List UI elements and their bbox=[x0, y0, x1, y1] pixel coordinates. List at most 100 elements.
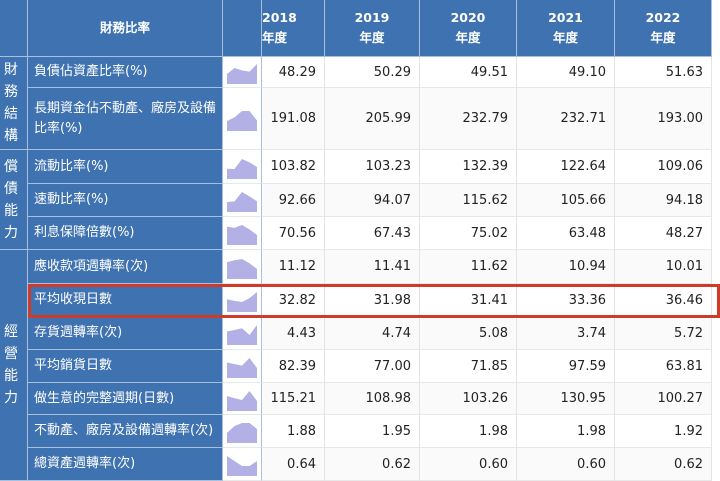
row-label[interactable]: 負債佔資產比率(%) bbox=[28, 57, 223, 88]
year-suffix: 年度 bbox=[455, 30, 481, 45]
value-cell: 115.21 bbox=[262, 383, 325, 415]
header-sparkline-cell bbox=[223, 0, 262, 57]
value-cell: 232.71 bbox=[517, 88, 615, 150]
value-cell: 48.29 bbox=[262, 57, 325, 88]
value-cell: 4.43 bbox=[262, 317, 325, 350]
value-cell: 4.74 bbox=[325, 317, 420, 350]
header-title: 財務比率 bbox=[28, 0, 223, 57]
value-cell: 100.27 bbox=[615, 383, 712, 415]
value-cell: 0.64 bbox=[262, 448, 325, 481]
row-label[interactable]: 流動比率(%) bbox=[28, 150, 223, 184]
value-cell: 205.99 bbox=[325, 88, 420, 150]
sparkline-chart bbox=[223, 317, 262, 350]
row-label[interactable]: 長期資金佔不動產、廠房及設備比率(%) bbox=[28, 88, 223, 150]
sparkline-chart bbox=[223, 383, 262, 415]
row-label[interactable]: 應收款項週轉率(次) bbox=[28, 250, 223, 284]
value-cell: 82.39 bbox=[262, 350, 325, 383]
value-cell: 75.02 bbox=[420, 217, 517, 250]
row-label[interactable]: 平均銷貨日數 bbox=[28, 350, 223, 383]
value-cell: 5.08 bbox=[420, 317, 517, 350]
sparkline-icon bbox=[227, 358, 257, 378]
value-cell: 1.95 bbox=[325, 415, 420, 448]
value-cell: 232.79 bbox=[420, 88, 517, 150]
year-label: 2018 bbox=[262, 10, 297, 25]
sparkline-chart bbox=[223, 217, 262, 250]
group-label: 經營能力 bbox=[0, 250, 28, 481]
sparkline-chart bbox=[223, 350, 262, 383]
value-cell: 115.62 bbox=[420, 184, 517, 217]
value-cell: 103.82 bbox=[262, 150, 325, 184]
value-cell: 70.56 bbox=[262, 217, 325, 250]
value-cell: 63.48 bbox=[517, 217, 615, 250]
value-cell: 122.64 bbox=[517, 150, 615, 184]
sparkline-icon bbox=[227, 158, 257, 179]
row-label[interactable]: 做生意的完整週期(日數) bbox=[28, 383, 223, 415]
sparkline-icon bbox=[227, 292, 257, 312]
sparkline-chart bbox=[223, 250, 262, 284]
sparkline-chart bbox=[223, 415, 262, 448]
year-suffix: 年度 bbox=[262, 30, 288, 45]
value-cell: 67.43 bbox=[325, 217, 420, 250]
value-cell: 105.66 bbox=[517, 184, 615, 217]
value-cell: 103.23 bbox=[325, 150, 420, 184]
value-cell: 71.85 bbox=[420, 350, 517, 383]
value-cell: 0.60 bbox=[517, 448, 615, 481]
year-label: 2020 bbox=[450, 10, 486, 25]
value-cell: 33.36 bbox=[517, 284, 615, 317]
row-label[interactable]: 不動產、廠房及設備週轉率(次) bbox=[28, 415, 223, 448]
value-cell: 10.94 bbox=[517, 250, 615, 284]
value-cell: 0.62 bbox=[325, 448, 420, 481]
value-cell: 11.62 bbox=[420, 250, 517, 284]
header-year-2021: 2021 年度 bbox=[517, 0, 615, 57]
row-label[interactable]: 總資產週轉率(次) bbox=[28, 448, 223, 481]
value-cell: 1.88 bbox=[262, 415, 325, 448]
value-cell: 130.95 bbox=[517, 383, 615, 415]
header-year-2020: 2020 年度 bbox=[420, 0, 517, 57]
year-suffix: 年度 bbox=[552, 30, 578, 45]
value-cell: 11.12 bbox=[262, 250, 325, 284]
value-cell: 191.08 bbox=[262, 88, 325, 150]
value-cell: 92.66 bbox=[262, 184, 325, 217]
year-suffix: 年度 bbox=[359, 30, 385, 45]
value-cell: 193.00 bbox=[615, 88, 712, 150]
row-label[interactable]: 速動比率(%) bbox=[28, 184, 223, 217]
sparkline-icon bbox=[227, 325, 257, 345]
header-group-cell bbox=[0, 0, 28, 57]
sparkline-icon bbox=[227, 64, 257, 84]
sparkline-icon bbox=[227, 390, 257, 411]
year-label: 2021 bbox=[548, 10, 583, 25]
value-cell: 51.63 bbox=[615, 57, 712, 88]
value-cell: 1.98 bbox=[517, 415, 615, 448]
value-cell: 32.82 bbox=[262, 284, 325, 317]
row-label[interactable]: 利息保障倍數(%) bbox=[28, 217, 223, 250]
sparkline-icon bbox=[227, 423, 257, 443]
value-cell: 108.98 bbox=[325, 383, 420, 415]
value-cell: 49.51 bbox=[420, 57, 517, 88]
value-cell: 94.18 bbox=[615, 184, 712, 217]
sparkline-chart bbox=[223, 150, 262, 184]
value-cell: 36.46 bbox=[615, 284, 712, 317]
value-cell: 77.00 bbox=[325, 350, 420, 383]
sparkline-icon bbox=[227, 110, 257, 131]
group-label: 償債能力 bbox=[0, 150, 28, 250]
sparkline-icon bbox=[227, 225, 257, 245]
value-cell: 48.27 bbox=[615, 217, 712, 250]
value-cell: 103.26 bbox=[420, 383, 517, 415]
value-cell: 0.60 bbox=[420, 448, 517, 481]
value-cell: 97.59 bbox=[517, 350, 615, 383]
sparkline-icon bbox=[227, 192, 257, 212]
value-cell: 49.10 bbox=[517, 57, 615, 88]
value-cell: 1.98 bbox=[420, 415, 517, 448]
value-cell: 109.06 bbox=[615, 150, 712, 184]
value-cell: 31.98 bbox=[325, 284, 420, 317]
value-cell: 132.39 bbox=[420, 150, 517, 184]
row-label[interactable]: 平均收現日數 bbox=[28, 284, 223, 317]
sparkline-chart bbox=[223, 57, 262, 88]
year-label: 2022 bbox=[645, 10, 681, 25]
row-label[interactable]: 存貨週轉率(次) bbox=[28, 317, 223, 350]
header-year-2018: 2018 年度 bbox=[262, 0, 325, 57]
value-cell: 94.07 bbox=[325, 184, 420, 217]
sparkline-chart bbox=[223, 184, 262, 217]
year-suffix: 年度 bbox=[650, 30, 676, 45]
header-year-2019: 2019 年度 bbox=[325, 0, 420, 57]
